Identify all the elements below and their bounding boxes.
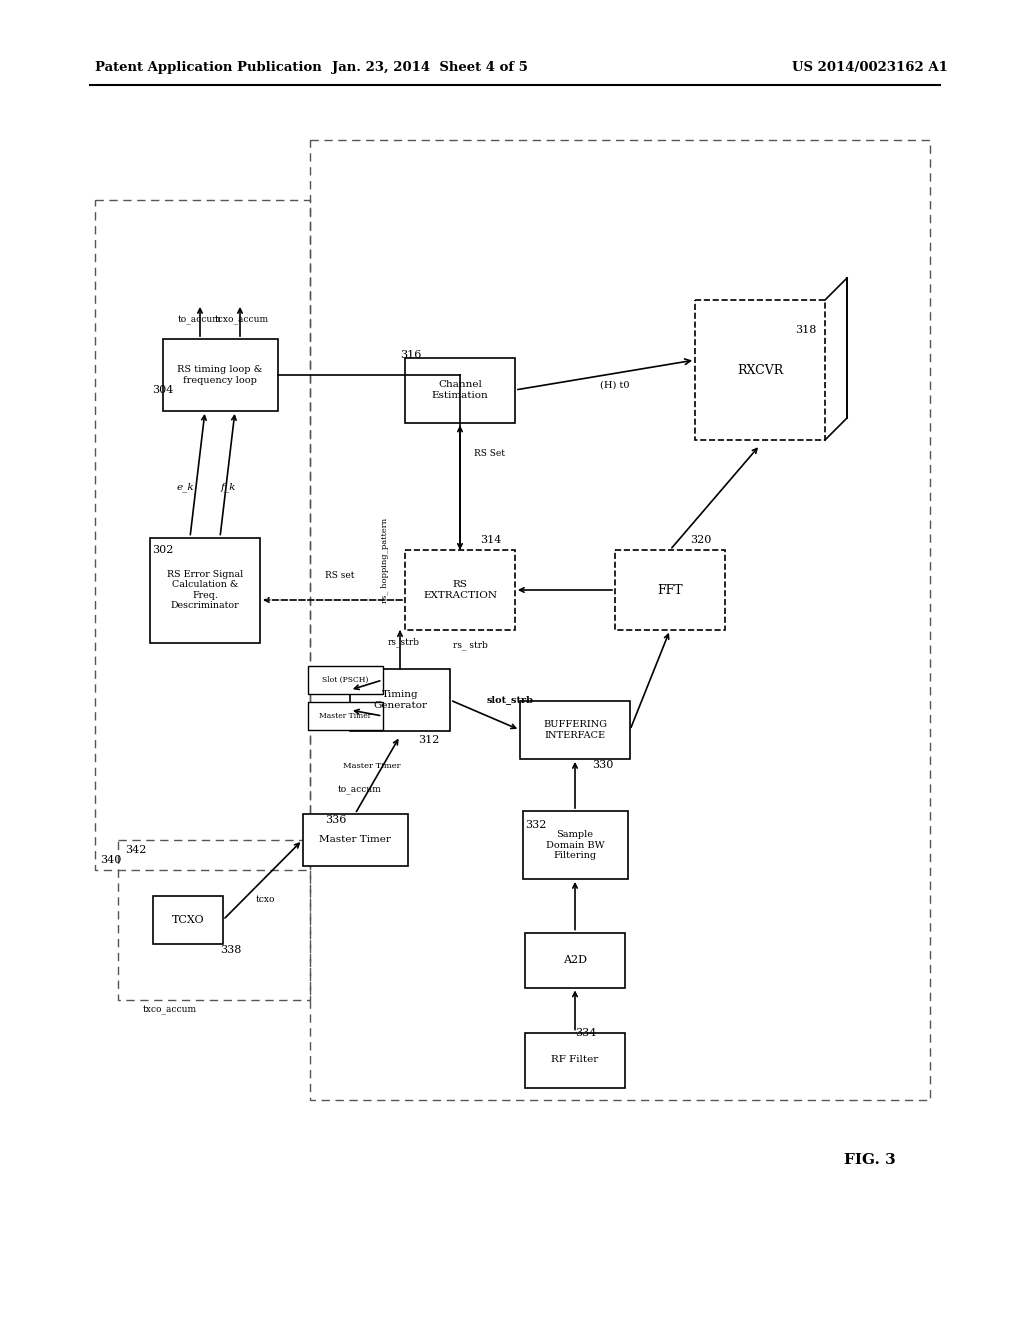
Text: Slot (PSCH): Slot (PSCH) xyxy=(322,676,369,684)
Bar xyxy=(520,701,630,759)
Text: to_accum: to_accum xyxy=(178,315,222,325)
Text: RF Filter: RF Filter xyxy=(551,1056,599,1064)
Bar xyxy=(525,1032,625,1088)
Text: Sample
Domain BW
Filtering: Sample Domain BW Filtering xyxy=(546,830,604,859)
Bar xyxy=(302,814,408,866)
Text: txco_accum: txco_accum xyxy=(143,1006,197,1015)
Text: 314: 314 xyxy=(480,535,502,545)
Bar xyxy=(307,702,383,730)
Text: Channel
Estimation: Channel Estimation xyxy=(432,380,488,400)
Bar xyxy=(406,550,515,630)
Text: rs_ hopping_pattern: rs_ hopping_pattern xyxy=(381,517,389,602)
Text: 316: 316 xyxy=(400,350,421,360)
Text: BUFFERING
INTERFACE: BUFFERING INTERFACE xyxy=(543,721,607,739)
Text: 332: 332 xyxy=(525,820,547,830)
Text: 318: 318 xyxy=(795,325,816,335)
Bar xyxy=(310,140,930,1100)
Text: 304: 304 xyxy=(152,385,173,395)
Text: Patent Application Publication: Patent Application Publication xyxy=(95,62,322,74)
Text: f_k: f_k xyxy=(220,482,236,492)
Text: 342: 342 xyxy=(125,845,146,855)
Bar xyxy=(695,300,825,440)
Text: RS Set: RS Set xyxy=(474,449,506,458)
Text: Timing
Generator: Timing Generator xyxy=(373,690,427,710)
Bar xyxy=(615,550,725,630)
Bar xyxy=(350,669,450,731)
Text: RS set: RS set xyxy=(326,570,354,579)
Text: 334: 334 xyxy=(575,1028,596,1038)
Text: to_accum: to_accum xyxy=(338,785,382,795)
Bar xyxy=(150,537,260,643)
Bar xyxy=(118,840,310,1001)
Bar xyxy=(153,896,223,944)
Bar xyxy=(307,667,383,694)
Bar xyxy=(522,810,628,879)
Text: 340: 340 xyxy=(100,855,122,865)
Text: RS
EXTRACTION: RS EXTRACTION xyxy=(423,581,497,599)
Bar xyxy=(406,358,515,422)
Bar xyxy=(525,932,625,987)
Text: Master Timer: Master Timer xyxy=(343,762,400,770)
Text: RS timing loop &
frequency loop: RS timing loop & frequency loop xyxy=(177,366,263,384)
Text: tcxo: tcxo xyxy=(255,895,274,904)
Text: 302: 302 xyxy=(152,545,173,554)
Bar xyxy=(163,339,278,411)
Text: 320: 320 xyxy=(690,535,712,545)
Text: A2D: A2D xyxy=(563,954,587,965)
Text: RXCVR: RXCVR xyxy=(737,363,783,376)
Text: 338: 338 xyxy=(220,945,242,954)
Text: Master Timer: Master Timer xyxy=(319,836,391,845)
Text: FIG. 3: FIG. 3 xyxy=(844,1152,896,1167)
Text: slot_strb: slot_strb xyxy=(486,696,534,705)
Text: tcxo_accum: tcxo_accum xyxy=(215,315,269,325)
Text: 330: 330 xyxy=(592,760,613,770)
Text: 312: 312 xyxy=(418,735,439,744)
Text: rs_ strb: rs_ strb xyxy=(453,640,487,649)
Text: RS Error Signal
Calculation &
Freq.
Descriminator: RS Error Signal Calculation & Freq. Desc… xyxy=(167,570,243,610)
Text: US 2014/0023162 A1: US 2014/0023162 A1 xyxy=(792,62,948,74)
Text: e_k: e_k xyxy=(176,482,194,492)
Bar xyxy=(95,201,310,870)
Text: (H) t0: (H) t0 xyxy=(600,380,630,389)
Text: TCXO: TCXO xyxy=(172,915,205,925)
Text: FFT: FFT xyxy=(657,583,683,597)
Text: 336: 336 xyxy=(325,814,346,825)
Text: Jan. 23, 2014  Sheet 4 of 5: Jan. 23, 2014 Sheet 4 of 5 xyxy=(332,62,528,74)
Text: rs_strb: rs_strb xyxy=(388,638,420,647)
Text: Master Timer: Master Timer xyxy=(318,711,371,719)
